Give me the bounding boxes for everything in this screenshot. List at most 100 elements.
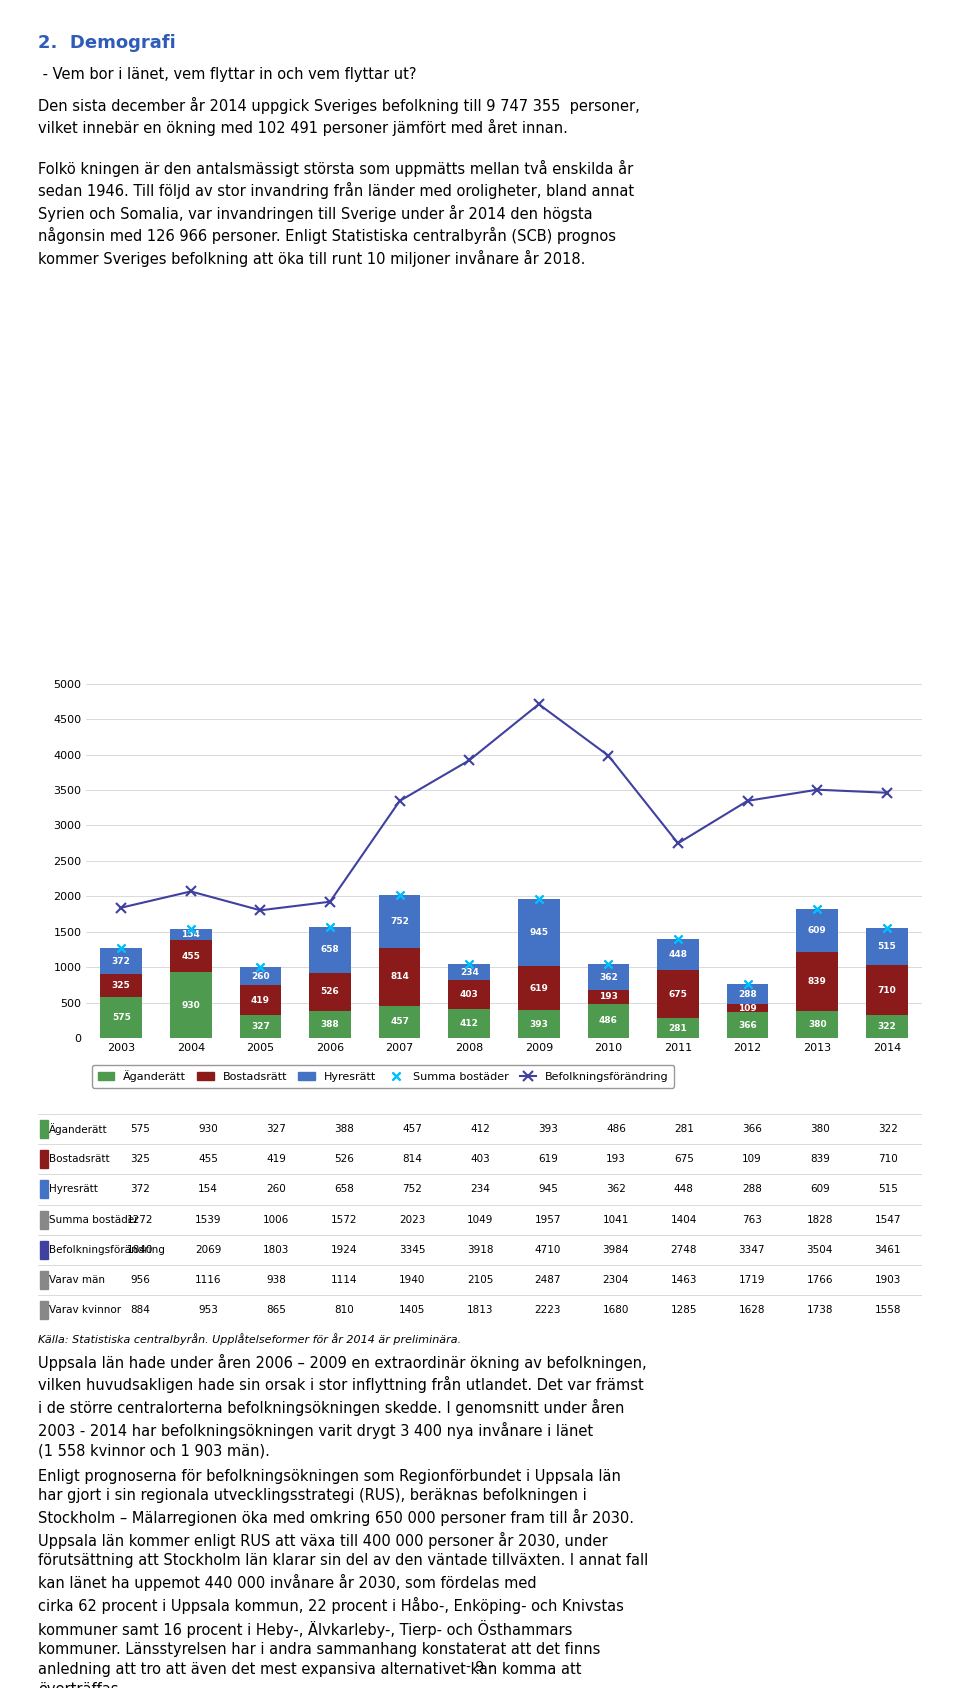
Bar: [657, 1018, 699, 1038]
Bar: [239, 986, 281, 1014]
Text: 658: 658: [321, 945, 340, 954]
Text: 1404: 1404: [671, 1215, 697, 1224]
Text: 322: 322: [877, 1124, 898, 1134]
Text: 327: 327: [251, 1021, 270, 1031]
Text: 619: 619: [529, 984, 548, 993]
Text: 2.1 Befolkningsförändring/färdigställda bostäder i Uppsala län 2003 – 2014.: 2.1 Befolkningsförändring/färdigställda …: [47, 647, 642, 660]
Bar: [100, 998, 142, 1038]
Text: Folkö kningen är den antalsmässigt största som uppmätts mellan två enskilda år
s: Folkö kningen är den antalsmässigt störs…: [38, 160, 635, 267]
Text: 234: 234: [470, 1185, 490, 1195]
Text: Befolkningsförändring: Befolkningsförändring: [49, 1244, 164, 1254]
Text: 3504: 3504: [806, 1244, 833, 1254]
Text: 1463: 1463: [671, 1274, 697, 1285]
Text: 448: 448: [668, 950, 687, 959]
Text: 810: 810: [334, 1305, 354, 1315]
Text: 372: 372: [131, 1185, 151, 1195]
Bar: [448, 964, 490, 981]
Text: 2223: 2223: [535, 1305, 562, 1315]
Bar: [588, 989, 630, 1004]
Bar: [796, 952, 838, 1011]
Text: 372: 372: [111, 957, 131, 966]
Text: 1628: 1628: [738, 1305, 765, 1315]
Text: 839: 839: [807, 977, 827, 986]
Text: 1828: 1828: [806, 1215, 833, 1224]
Bar: [727, 984, 768, 1004]
FancyBboxPatch shape: [40, 1241, 48, 1259]
Text: 260: 260: [266, 1185, 286, 1195]
Text: 752: 752: [402, 1185, 422, 1195]
Text: 3345: 3345: [398, 1244, 425, 1254]
Text: 1114: 1114: [331, 1274, 357, 1285]
Bar: [100, 949, 142, 974]
Text: 1719: 1719: [738, 1274, 765, 1285]
Text: 710: 710: [877, 1155, 898, 1165]
Text: 945: 945: [529, 928, 548, 937]
Text: 455: 455: [199, 1155, 218, 1165]
Text: 1572: 1572: [331, 1215, 357, 1224]
Text: 486: 486: [599, 1016, 618, 1025]
Bar: [657, 939, 699, 971]
Text: Varav kvinnor: Varav kvinnor: [49, 1305, 121, 1315]
Text: Varav män: Varav män: [49, 1274, 105, 1285]
Text: 1813: 1813: [467, 1305, 493, 1315]
Bar: [100, 974, 142, 998]
FancyBboxPatch shape: [40, 1121, 48, 1138]
Text: 1539: 1539: [195, 1215, 222, 1224]
Bar: [518, 900, 560, 966]
FancyBboxPatch shape: [40, 1150, 48, 1168]
Text: 2069: 2069: [195, 1244, 222, 1254]
Bar: [518, 1009, 560, 1038]
Text: 2023: 2023: [398, 1215, 425, 1224]
Bar: [588, 1004, 630, 1038]
Text: 945: 945: [538, 1185, 558, 1195]
Text: 393: 393: [529, 1020, 548, 1028]
Text: 575: 575: [131, 1124, 151, 1134]
Text: 2748: 2748: [671, 1244, 697, 1254]
Text: 953: 953: [199, 1305, 218, 1315]
Bar: [239, 967, 281, 986]
Text: 362: 362: [599, 972, 618, 982]
Text: 403: 403: [470, 1155, 490, 1165]
Text: 388: 388: [334, 1124, 354, 1134]
Text: 575: 575: [111, 1013, 131, 1023]
Text: 193: 193: [606, 1155, 626, 1165]
Text: 814: 814: [390, 972, 409, 981]
Text: 839: 839: [809, 1155, 829, 1165]
Text: 884: 884: [131, 1305, 151, 1315]
Bar: [727, 1013, 768, 1038]
Legend: Äganderätt, Bostadsrätt, Hyresrätt, Summa bostäder, Befolkningsförändring: Äganderätt, Bostadsrätt, Hyresrätt, Summ…: [92, 1065, 675, 1087]
Text: 814: 814: [402, 1155, 422, 1165]
Bar: [378, 895, 420, 949]
Text: Uppsala län hade under åren 2006 – 2009 en extraordinär ökning av befolkningen,
: Uppsala län hade under åren 2006 – 2009 …: [38, 1354, 647, 1458]
Text: 675: 675: [674, 1155, 694, 1165]
Text: 3918: 3918: [467, 1244, 493, 1254]
Text: 288: 288: [742, 1185, 761, 1195]
Text: 1547: 1547: [875, 1215, 900, 1224]
Text: 1940: 1940: [398, 1274, 425, 1285]
Text: 930: 930: [199, 1124, 218, 1134]
Text: 109: 109: [742, 1155, 761, 1165]
Text: 234: 234: [460, 967, 479, 977]
Text: 281: 281: [674, 1124, 694, 1134]
Text: 865: 865: [266, 1305, 286, 1315]
Text: 1924: 1924: [331, 1244, 357, 1254]
Text: 2.  Demografi: 2. Demografi: [38, 34, 176, 52]
Text: 419: 419: [251, 996, 270, 1004]
Text: 1041: 1041: [603, 1215, 629, 1224]
Text: 1285: 1285: [671, 1305, 697, 1315]
Text: Källa: Statistiska centralbyrån. Upplåtelseformer för år 2014 är preliminära.: Källa: Statistiska centralbyrån. Upplåte…: [38, 1332, 462, 1345]
Text: - 9 -: - 9 -: [467, 1659, 493, 1674]
Text: 193: 193: [599, 993, 618, 1001]
Text: 325: 325: [131, 1155, 151, 1165]
Text: 675: 675: [668, 989, 687, 999]
Text: 281: 281: [668, 1023, 687, 1033]
Text: 154: 154: [199, 1185, 218, 1195]
Text: 609: 609: [807, 925, 827, 935]
Text: 1558: 1558: [875, 1305, 900, 1315]
Text: 388: 388: [321, 1020, 340, 1030]
Text: Bostadsrätt: Bostadsrätt: [49, 1155, 109, 1165]
Bar: [448, 981, 490, 1009]
Bar: [727, 1004, 768, 1013]
Text: 1272: 1272: [127, 1215, 154, 1224]
Text: 710: 710: [877, 986, 897, 994]
